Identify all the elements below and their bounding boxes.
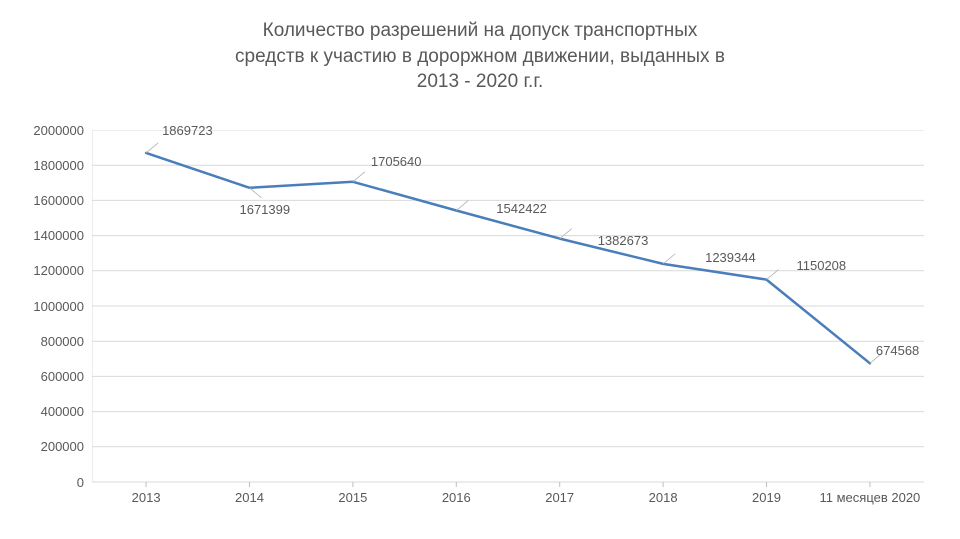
chart-title: Количество разрешений на допуск транспор… bbox=[0, 18, 960, 95]
y-axis-tick-label: 600000 bbox=[12, 369, 84, 384]
data-label-leader bbox=[249, 188, 261, 198]
chart-title-line: Количество разрешений на допуск транспор… bbox=[0, 18, 960, 44]
y-axis-tick-label: 400000 bbox=[12, 404, 84, 419]
data-label-leader bbox=[146, 143, 158, 153]
chart-container: Количество разрешений на допуск транспор… bbox=[0, 0, 960, 539]
x-axis-tick-label: 2017 bbox=[505, 490, 615, 506]
x-axis-tick-label: 2018 bbox=[608, 490, 718, 506]
data-label: 1239344 bbox=[705, 250, 756, 265]
data-label-leader bbox=[560, 229, 572, 239]
y-axis-tick-label: 1000000 bbox=[12, 299, 84, 314]
data-label: 1705640 bbox=[371, 154, 422, 169]
y-axis-tick-label: 0 bbox=[12, 475, 84, 490]
y-axis-tick-label: 800000 bbox=[12, 334, 84, 349]
x-axis-tick-label: 2013 bbox=[91, 490, 201, 506]
y-axis-tick-label: 1600000 bbox=[12, 193, 84, 208]
x-axis-tick-label: 2019 bbox=[712, 490, 822, 506]
x-axis-tick-label: 2015 bbox=[298, 490, 408, 506]
y-axis-tick-label: 1200000 bbox=[12, 263, 84, 278]
data-label-leader bbox=[663, 254, 675, 264]
data-label: 674568 bbox=[876, 343, 919, 358]
chart-title-line: средств к участию в дороржном движении, … bbox=[0, 44, 960, 70]
data-label-leader bbox=[456, 201, 468, 211]
data-label: 1869723 bbox=[162, 123, 213, 138]
x-axis-tick-label: 2014 bbox=[194, 490, 304, 506]
x-axis-tick-label: 11 месяцев 2020 bbox=[815, 490, 925, 506]
data-label-leader bbox=[353, 172, 365, 182]
chart-svg bbox=[92, 130, 924, 490]
y-axis-tick-label: 200000 bbox=[12, 439, 84, 454]
y-axis-tick-label: 2000000 bbox=[12, 123, 84, 138]
data-label: 1150208 bbox=[797, 258, 847, 273]
data-label: 1671399 bbox=[239, 202, 290, 217]
data-label: 1542422 bbox=[496, 201, 547, 216]
data-line bbox=[146, 153, 870, 363]
y-axis-tick-label: 1400000 bbox=[12, 228, 84, 243]
plot-area: 0200000400000600000800000100000012000001… bbox=[92, 130, 924, 530]
y-axis-tick-label: 1800000 bbox=[12, 158, 84, 173]
data-label: 1382673 bbox=[598, 233, 649, 248]
chart-title-line: 2013 - 2020 г.г. bbox=[0, 69, 960, 95]
x-axis-tick-label: 2016 bbox=[401, 490, 511, 506]
